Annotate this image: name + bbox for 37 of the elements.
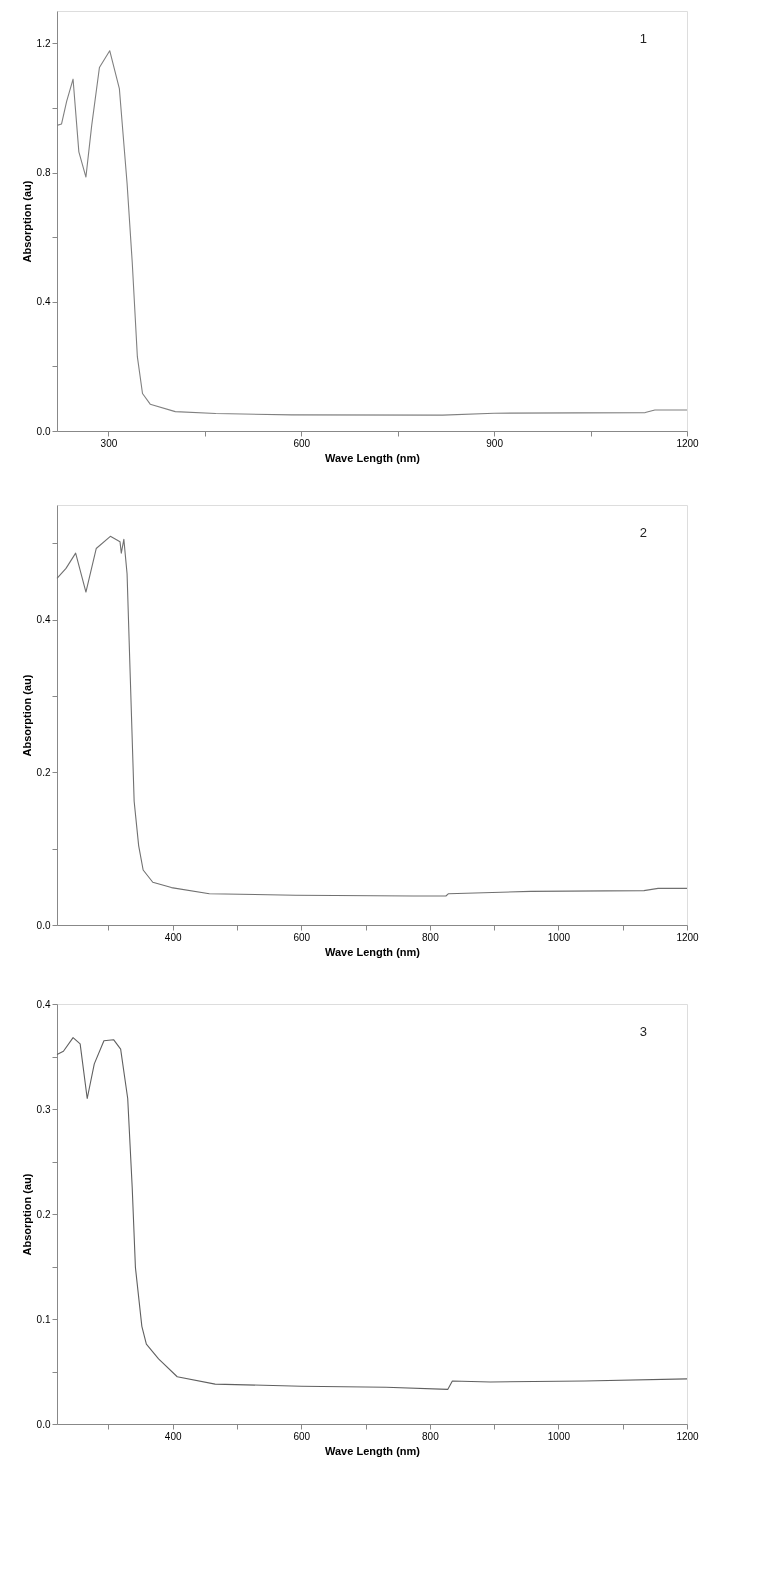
x-tick-label: 1200 bbox=[676, 437, 700, 449]
y-tick-label: 0.3 bbox=[36, 1103, 51, 1115]
x-tick-label: 1000 bbox=[547, 1430, 571, 1442]
x-axis-title: Wave Length (nm) bbox=[325, 945, 421, 958]
y-tick-label: 0.8 bbox=[36, 167, 51, 179]
y-tick-label: 1.2 bbox=[36, 37, 51, 49]
y-tick-label: 0.0 bbox=[36, 1418, 51, 1430]
annotation: 3 bbox=[639, 1024, 647, 1039]
x-tick-label: 400 bbox=[164, 931, 182, 943]
x-tick-label: 1200 bbox=[676, 1430, 700, 1442]
y-axis-title: Absorption (au) bbox=[20, 1173, 33, 1256]
x-tick-label: 800 bbox=[422, 931, 440, 943]
y-axis-title: Absorption (au) bbox=[20, 180, 33, 263]
x-tick-label: 800 bbox=[422, 1430, 440, 1442]
x-tick-label: 1200 bbox=[676, 931, 700, 943]
x-tick-label: 300 bbox=[100, 437, 118, 449]
y-tick-label: 0.0 bbox=[36, 919, 51, 931]
x-tick-label: 600 bbox=[293, 1430, 311, 1442]
y-tick-label: 0.2 bbox=[36, 766, 51, 778]
y-tick-label: 0.4 bbox=[36, 998, 51, 1010]
x-axis-title: Wave Length (nm) bbox=[325, 1444, 421, 1457]
annotation: 2 bbox=[639, 525, 647, 540]
line-series bbox=[56, 1037, 688, 1390]
x-tick-label: 600 bbox=[293, 931, 311, 943]
y-axis-title: Absorption (au) bbox=[20, 674, 33, 757]
annotation: 1 bbox=[639, 31, 647, 46]
x-tick-label: 600 bbox=[293, 437, 311, 449]
line-series bbox=[56, 535, 688, 897]
x-axis-title: Wave Length (nm) bbox=[325, 451, 421, 464]
y-tick-label: 0.2 bbox=[36, 1208, 51, 1220]
y-tick-label: 0.1 bbox=[36, 1313, 51, 1325]
x-tick-label: 400 bbox=[164, 1430, 182, 1442]
y-tick-label: 0.4 bbox=[36, 296, 51, 308]
x-tick-label: 1000 bbox=[547, 931, 571, 943]
y-tick-label: 0.4 bbox=[36, 614, 51, 626]
y-tick-label: 0.0 bbox=[36, 425, 51, 437]
x-tick-label: 900 bbox=[486, 437, 504, 449]
